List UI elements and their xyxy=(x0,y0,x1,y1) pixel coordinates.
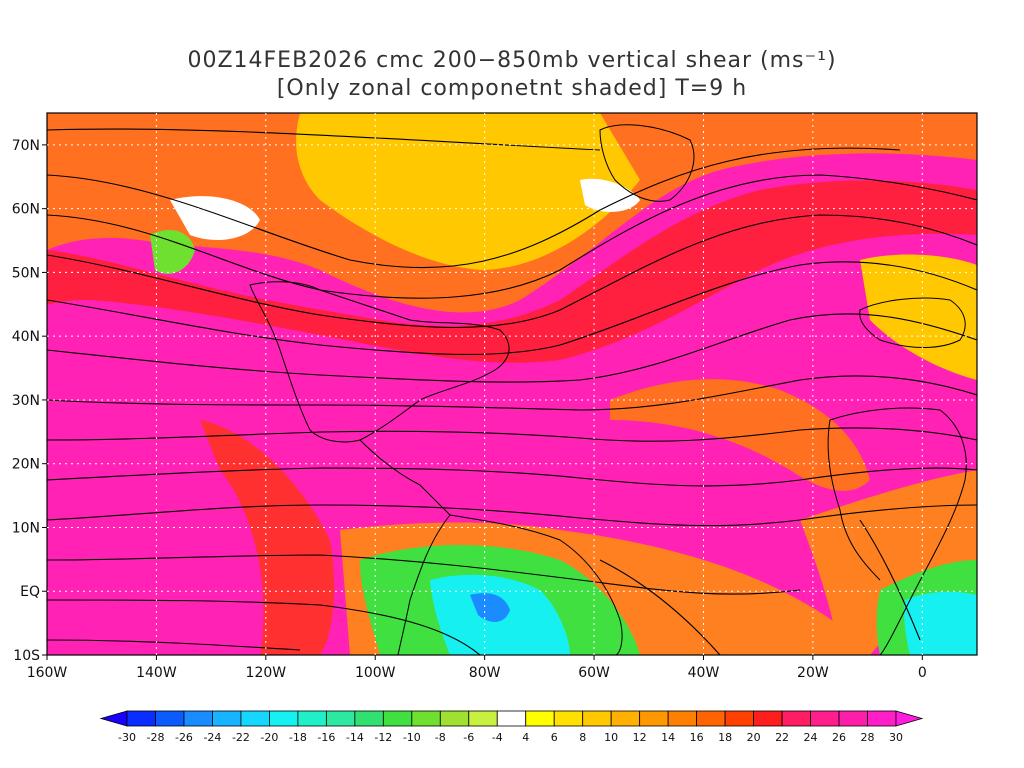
shear-band-orange-atlantic xyxy=(610,379,870,491)
lat-tick-label: 10S xyxy=(13,648,40,664)
lon-tick-label: 100W xyxy=(355,665,396,681)
lat-tick-label: EQ xyxy=(20,584,40,600)
colorbar-swatch xyxy=(411,710,441,727)
lat-tick-label: 40N xyxy=(12,329,40,345)
lon-tick-label: 140W xyxy=(136,665,177,681)
colorbar-label: -20 xyxy=(260,731,278,744)
colorbar-label: 24 xyxy=(804,731,818,744)
lat-tick-label: 10N xyxy=(12,520,40,536)
colorbar-swatch xyxy=(610,710,641,727)
colorbar-swatch xyxy=(553,710,584,727)
lat-tick-label: 30N xyxy=(12,393,40,409)
colorbar-label: -24 xyxy=(203,731,221,744)
shear-band-red-equator xyxy=(200,420,335,655)
colorbar-swatch xyxy=(155,710,185,727)
colorbar-swatch xyxy=(325,710,356,727)
lon-tick-label: 120W xyxy=(246,665,287,681)
lat-tick-label: 50N xyxy=(12,265,40,281)
colorbar-label: -14 xyxy=(346,731,364,744)
lon-tick-label: 60W xyxy=(578,665,610,681)
colorbar-swatch xyxy=(753,710,783,727)
lon-tick-label: 160W xyxy=(27,665,68,681)
colorbar: -30 -28 -26 -24 -22 -20 -18 -16 -14 -12 -10 -8 -6 -4 4… xyxy=(99,710,924,744)
lon-tick-label: 0 xyxy=(918,665,927,681)
streamlines xyxy=(47,128,977,655)
colorbar-label: -12 xyxy=(374,731,392,744)
colorbar-swatch xyxy=(439,710,470,727)
colorbar-swatch xyxy=(724,710,754,727)
colorbar-label: 20 xyxy=(747,731,761,744)
colorbar-swatch xyxy=(838,710,868,727)
lon-tick-label: 40W xyxy=(688,665,720,681)
shear-band-yellow-europe xyxy=(860,254,977,380)
colorbar-label: 6 xyxy=(551,731,558,744)
plot-title: 00Z14FEB2026 cmc 200−850mb vertical shea… xyxy=(187,48,837,73)
colorbar-swatch xyxy=(667,710,698,727)
colorbar-swatch xyxy=(240,710,270,727)
colorbar-swatch xyxy=(525,710,555,727)
colorbar-label: 4 xyxy=(522,731,529,744)
colorbar-label: -6 xyxy=(463,731,474,744)
colorbar-swatch xyxy=(810,710,840,727)
colorbar-label: -18 xyxy=(289,731,307,744)
plot-frame xyxy=(46,112,978,656)
lat-tick-label: 60N xyxy=(12,202,40,218)
colorbar-swatch xyxy=(212,710,242,727)
colorbar-label: 8 xyxy=(579,731,586,744)
shear-band-yellow-north xyxy=(296,113,640,270)
lon-tick-label: 80W xyxy=(469,665,501,681)
colorbar-arrow-right xyxy=(895,710,924,727)
colorbar-label: 28 xyxy=(861,731,875,744)
colorbar-label: 18 xyxy=(718,731,732,744)
shear-band-green-pacific xyxy=(150,230,195,274)
plot-subtitle: [Only zonal componetnt shaded] T=9 h xyxy=(276,76,748,101)
colorbar-swatch xyxy=(382,710,413,727)
colorbar-label: -16 xyxy=(317,731,335,744)
lat-tick-label: 20N xyxy=(12,457,40,473)
colorbar-label: -28 xyxy=(146,731,164,744)
colorbar-swatch xyxy=(126,710,156,727)
shear-band-red-north xyxy=(47,180,977,363)
colorbar-label: 10 xyxy=(604,731,618,744)
colorbar-swatch xyxy=(639,710,669,727)
shear-band-blue-south-america xyxy=(470,593,510,622)
colorbar-swatch xyxy=(582,710,612,727)
colorbar-label: -10 xyxy=(403,731,421,744)
colorbar-arrow-left xyxy=(99,710,128,727)
colorbar-swatch xyxy=(867,710,897,727)
colorbar-label: -26 xyxy=(175,731,193,744)
shading-layer xyxy=(47,113,977,655)
shear-band-white-north xyxy=(170,196,260,240)
colorbar-swatch xyxy=(354,710,384,727)
colorbar-label: 30 xyxy=(889,731,903,744)
shear-band-orange-africa xyxy=(800,470,977,655)
colorbar-swatch xyxy=(183,710,213,727)
colorbar-label: -4 xyxy=(492,731,503,744)
colorbar-swatch xyxy=(297,710,327,727)
colorbar-label: -8 xyxy=(435,731,446,744)
coastlines xyxy=(249,124,967,655)
colorbar-label: 12 xyxy=(633,731,647,744)
colorbar-swatch xyxy=(269,710,299,727)
gridlines xyxy=(47,113,977,655)
colorbar-label: 26 xyxy=(832,731,846,744)
colorbar-label: 14 xyxy=(661,731,675,744)
colorbar-swatch xyxy=(696,710,726,727)
colorbar-swatch xyxy=(468,710,498,727)
lat-tick-label: 70N xyxy=(12,138,40,154)
colorbar-swatch xyxy=(781,710,811,727)
colorbar-label: -22 xyxy=(232,731,250,744)
colorbar-label: 22 xyxy=(775,731,789,744)
colorbar-label: -30 xyxy=(118,731,136,744)
colorbar-swatch xyxy=(496,710,527,727)
lon-tick-label: 20W xyxy=(797,665,829,681)
colorbar-label: 16 xyxy=(690,731,704,744)
shear-band-cyan-africa xyxy=(904,591,977,655)
shear-band-white-greenland xyxy=(580,178,640,212)
